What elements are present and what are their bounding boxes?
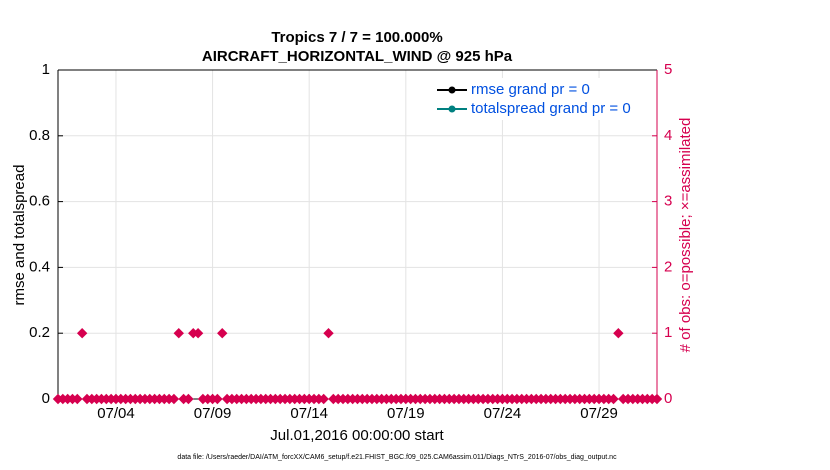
y2-tick-label: 4	[664, 127, 672, 144]
obs-marker	[192, 327, 204, 339]
footnote: data file: /Users/raeder/DAI/ATM_forcXX/…	[177, 454, 617, 461]
obs-marker	[168, 393, 180, 405]
obs-marker	[72, 393, 83, 405]
y2-tick-label: 1	[664, 324, 672, 341]
x-tick-label: 07/24	[484, 405, 522, 422]
y-tick-label: 0.6	[29, 193, 50, 210]
y2-tick-label: 0	[664, 390, 672, 407]
obs-marker	[212, 393, 223, 405]
obs-marker	[183, 393, 194, 405]
chart-title: Tropics 7 / 7 = 100.000%	[271, 29, 442, 46]
y2-tick-label: 5	[664, 61, 672, 78]
y-tick-label: 0.4	[29, 258, 50, 275]
y2-axis-label: # of obs: o=possible; ×=assimilated	[677, 118, 694, 353]
obs-marker	[651, 393, 663, 405]
obs-marker	[608, 393, 619, 405]
y-axis-label: rmse and totalspread	[11, 165, 28, 306]
legend-label: rmse grand pr = 0	[471, 81, 590, 98]
obs-marker	[613, 327, 624, 339]
chart-subtitle: AIRCRAFT_HORIZONTAL_WIND @ 925 hPa	[202, 48, 513, 65]
legend-label: totalspread grand pr = 0	[471, 100, 631, 117]
obs-marker	[323, 327, 334, 339]
legend-marker	[448, 86, 456, 94]
y2-tick-label: 2	[664, 258, 672, 275]
x-tick-label: 07/14	[290, 405, 328, 422]
obs-marker	[76, 327, 88, 339]
x-tick-label: 07/19	[387, 405, 425, 422]
y-tick-label: 1	[42, 61, 50, 78]
x-tick-label: 07/04	[97, 405, 135, 422]
y-tick-label: 0.2	[29, 324, 50, 341]
y-tick-label: 0	[42, 390, 50, 407]
obs-marker	[173, 327, 184, 339]
obs-marker	[318, 393, 329, 405]
y2-tick-label: 3	[664, 193, 672, 210]
legend-box	[425, 78, 655, 120]
obs-marker	[217, 327, 228, 339]
x-axis-label: Jul.01,2016 00:00:00 start	[270, 427, 444, 444]
legend-marker	[448, 105, 456, 113]
x-tick-label: 07/29	[580, 405, 618, 422]
x-tick-label: 07/09	[194, 405, 232, 422]
y-tick-label: 0.8	[29, 127, 50, 144]
